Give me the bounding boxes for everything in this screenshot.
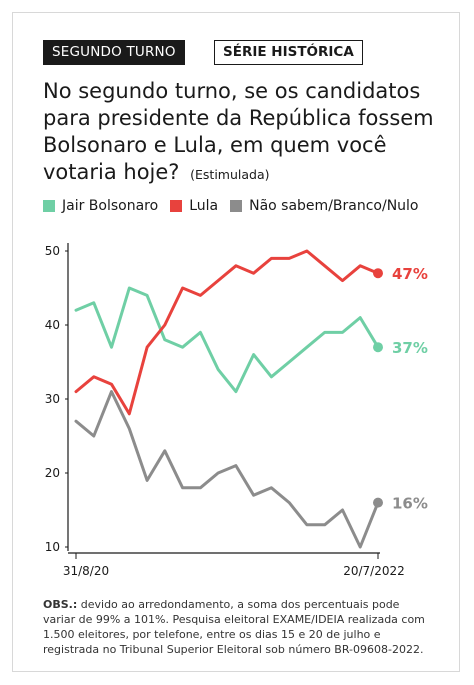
legend-item-lula: Lula	[170, 198, 218, 214]
legend-label-nulo: Não sabem/Branco/Nulo	[249, 198, 419, 214]
x-tick-label-end: 20/7/2022	[343, 564, 405, 578]
y-tick-label: 30	[45, 392, 60, 406]
series-line-lula	[74, 249, 380, 416]
y-tick-label: 20	[45, 466, 60, 480]
legend-swatch-bolsonaro	[43, 200, 55, 212]
end-label-nulo: 16%	[392, 495, 428, 513]
y-tick-label: 40	[45, 318, 60, 332]
x-tick-label-start: 31/8/20	[63, 564, 109, 578]
legend-label-lula: Lula	[189, 198, 219, 214]
card-frame	[12, 12, 460, 672]
y-tick-label: 50	[45, 244, 60, 258]
legend-swatch-nulo	[230, 200, 243, 212]
footnote-label: OBS.:	[43, 598, 78, 611]
question-note: (Estimulada)	[190, 167, 270, 182]
series-line-bolsonaro	[74, 286, 380, 394]
end-marker-bolsonaro	[373, 342, 383, 353]
end-marker-lula	[373, 268, 383, 279]
footnote-text: devido ao arredondamento, a soma dos per…	[43, 598, 425, 656]
series-tag: SÉRIE HISTÓRICA	[214, 40, 363, 65]
legend-item-bolsonaro: Jair Bolsonaro	[43, 198, 158, 214]
footnote: OBS.: devido ao arredondamento, a soma d…	[43, 597, 435, 657]
round-tag: SEGUNDO TURNO	[43, 40, 185, 65]
end-label-bolsonaro: 37%	[392, 339, 428, 357]
legend: Jair Bolsonaro Lula Não sabem/Branco/Nul…	[43, 198, 431, 214]
question-text: No segundo turno, se os candidatos para …	[43, 79, 434, 184]
legend-swatch-lula	[170, 200, 183, 212]
legend-item-nulo: Não sabem/Branco/Nulo	[230, 198, 419, 214]
chart-question: No segundo turno, se os candidatos para …	[43, 78, 438, 188]
end-label-lula: 47%	[392, 265, 428, 283]
legend-label-bolsonaro: Jair Bolsonaro	[62, 198, 159, 214]
series-line-nulo	[74, 390, 380, 549]
end-marker-nulo	[373, 497, 383, 508]
y-tick-label: 10	[45, 540, 60, 554]
